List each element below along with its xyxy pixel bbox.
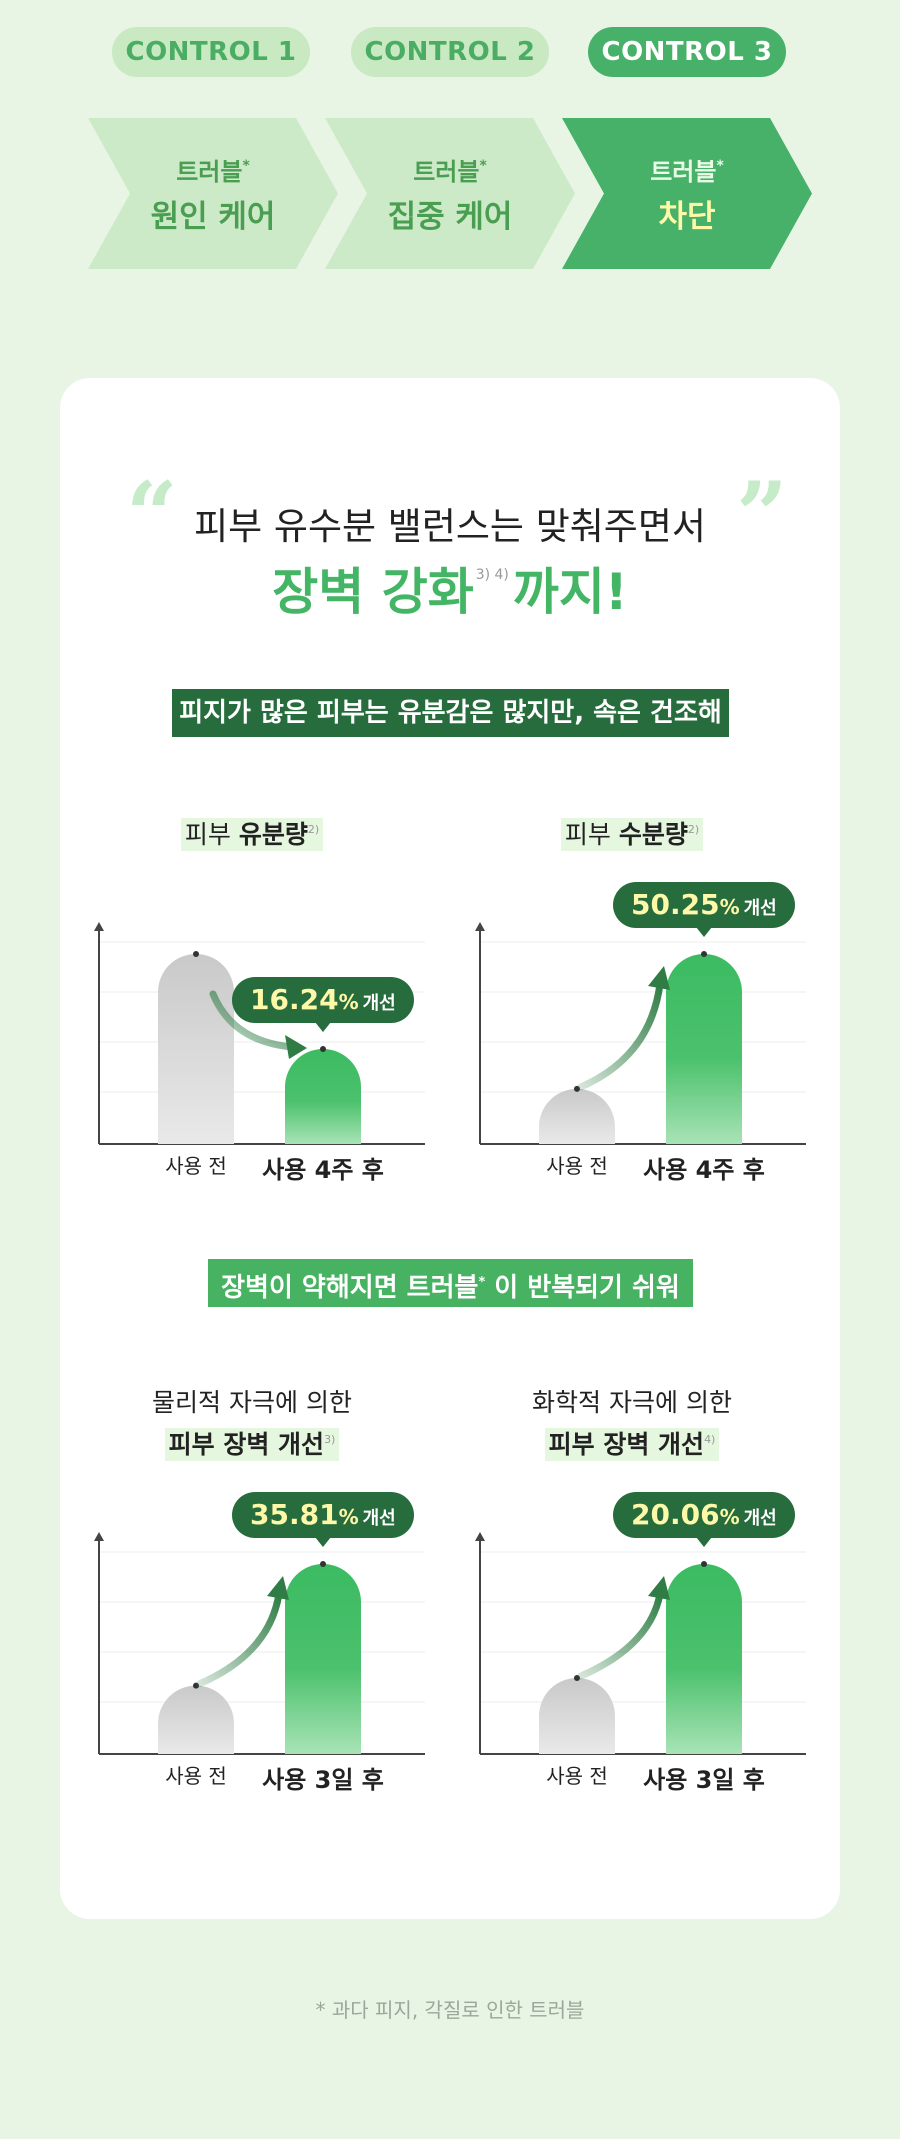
- chevron-shapes: [88, 118, 812, 269]
- bar-after-dot: [320, 1046, 326, 1052]
- chart-svg: [94, 922, 425, 1145]
- chart-svg: [94, 1532, 425, 1755]
- callout-label: 개선: [362, 993, 396, 1014]
- trend-arrowhead-icon: [267, 1576, 289, 1600]
- y-axis-arrow-icon: [94, 922, 104, 931]
- callout-value: 16.24: [250, 983, 339, 1016]
- improvement-callout: 20.06% 개선: [613, 1492, 795, 1547]
- step-chevrons: 트러블* 원인 케어 트러블* 집중 케어 트러블* 차단: [88, 118, 813, 269]
- callout-value: 50.25: [631, 888, 720, 921]
- y-axis-arrow-icon: [475, 922, 485, 931]
- control-2-tab[interactable]: CONTROL 2: [351, 27, 549, 77]
- improvement-callout: 50.25% 개선: [613, 882, 795, 937]
- improvement-callout: 16.24% 개선: [232, 977, 414, 1032]
- chevron-2: [325, 118, 575, 269]
- bar-after: [666, 954, 742, 1144]
- x-label-before: 사용 전: [546, 1764, 608, 1788]
- footnote: * 과다 피지, 각질로 인한 트러블: [315, 1998, 585, 2022]
- chart-svg: [475, 922, 806, 1145]
- chevron-3: [562, 118, 812, 269]
- x-label-after: 사용 3일 후: [643, 1766, 765, 1794]
- bar-after: [666, 1564, 742, 1754]
- banner-oily-skin: 피지가 많은 피부는 유분감은 많지만, 속은 건조해요!: [172, 689, 729, 776]
- y-axis-arrow-icon: [475, 1532, 485, 1541]
- callout-unit: %: [719, 1505, 740, 1529]
- chart-2-title: 피부 수분량2): [482, 815, 782, 851]
- trend-arrowhead-icon: [285, 1035, 307, 1059]
- trend-arrowhead-icon: [648, 1576, 670, 1600]
- callout-value: 20.06: [631, 1498, 720, 1531]
- bar-after-dot: [320, 1561, 326, 1567]
- bar-after: [285, 1564, 361, 1754]
- step-1-label: 트러블* 원인 케어: [150, 158, 276, 235]
- x-label-after: 사용 4주 후: [643, 1156, 765, 1184]
- y-axis-arrow-icon: [94, 1532, 104, 1541]
- step-3-label: 트러블* 차단: [650, 158, 724, 235]
- chart-svg: [475, 1532, 806, 1755]
- headline-line2: 장벽 강화 3) 4)까지!: [272, 563, 628, 621]
- callout-unit: %: [719, 895, 740, 919]
- callout-label: 개선: [743, 898, 777, 919]
- chevron-1: [88, 118, 338, 269]
- bar-after: [285, 1049, 361, 1144]
- banner-barrier: 장벽이 약해지면 트러블* 이 반복되기 쉬워요!: [208, 1259, 693, 1351]
- bar-after-dot: [701, 1561, 707, 1567]
- trend-arrow: [577, 1590, 664, 1680]
- control-1-tab[interactable]: CONTROL 1: [112, 27, 310, 77]
- close-quote-icon: ”: [736, 462, 788, 568]
- headline-line1: 피부 유수분 밸런스는 맞춰주면서: [194, 505, 706, 548]
- bar-before: [158, 954, 234, 1144]
- chart-3-title: 물리적 자극에 의한 피부 장벽 개선3): [152, 1388, 352, 1461]
- callout-value: 35.81: [250, 1498, 339, 1531]
- control-tabs: CONTROL 1 CONTROL 2 CONTROL 3: [0, 27, 900, 79]
- trend-arrowhead-icon: [648, 966, 670, 990]
- bar-after-dot: [701, 951, 707, 957]
- step-2-label: 트러블* 집중 케어: [387, 158, 513, 235]
- bar-before-dot: [193, 951, 199, 957]
- improvement-callout: 35.81% 개선: [232, 1492, 414, 1547]
- callout-unit: %: [338, 1505, 359, 1529]
- bar-before: [539, 1678, 615, 1754]
- callout-label: 개선: [743, 1508, 777, 1529]
- trend-arrow: [577, 980, 664, 1091]
- x-label-before: 사용 전: [165, 1154, 227, 1178]
- trend-arrow: [196, 1590, 283, 1688]
- x-label-before: 사용 전: [165, 1764, 227, 1788]
- chart-4-title: 화학적 자극에 의한 피부 장벽 개선4): [532, 1388, 732, 1461]
- callout-label: 개선: [362, 1508, 396, 1529]
- bar-before: [158, 1685, 234, 1754]
- trend-arrow: [209, 990, 297, 1051]
- x-label-after: 사용 3일 후: [262, 1766, 384, 1794]
- x-label-after: 사용 4주 후: [262, 1156, 384, 1184]
- x-label-before: 사용 전: [546, 1154, 608, 1178]
- chart-1-title: 피부 유분량2): [102, 815, 402, 851]
- open-quote-icon: “: [126, 462, 178, 568]
- control-3-tab[interactable]: CONTROL 3: [588, 27, 786, 77]
- callout-unit: %: [338, 990, 359, 1014]
- bar-before: [539, 1088, 615, 1144]
